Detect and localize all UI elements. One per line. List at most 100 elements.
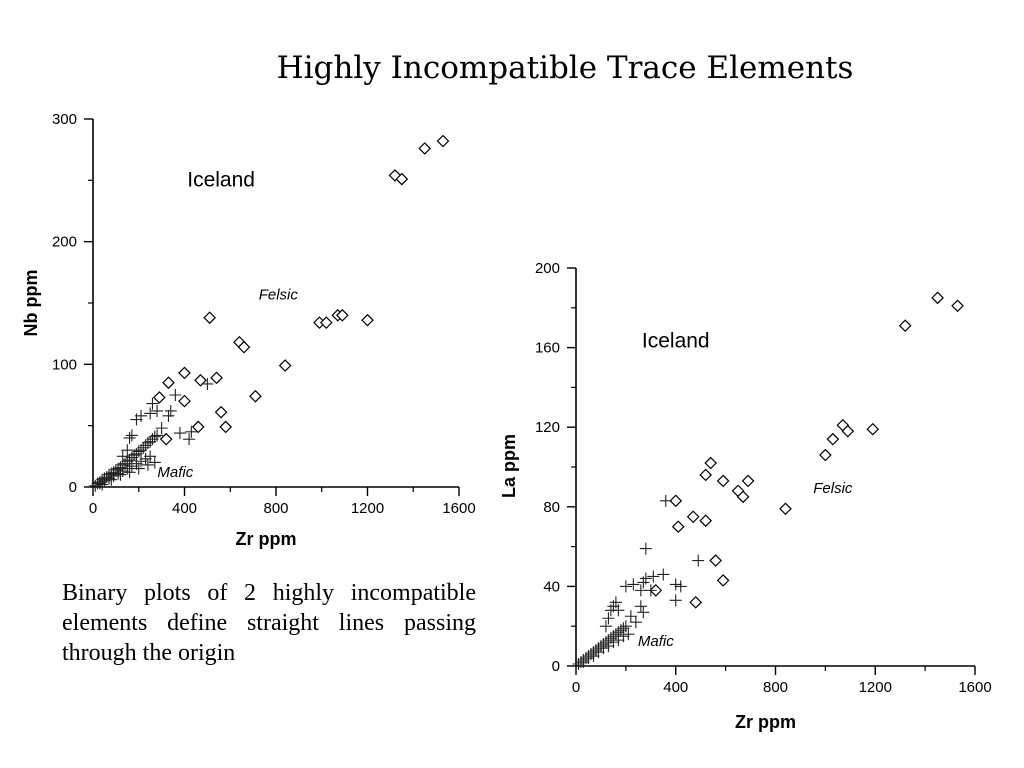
mafic-plus-point	[144, 450, 157, 463]
mafic-plus-point	[639, 542, 652, 555]
mafic-plus-point	[619, 580, 632, 593]
felsic-diamond-point	[699, 514, 713, 528]
felsic-diamond-point	[162, 376, 175, 390]
y-axis-title: Nb ppm	[21, 270, 41, 337]
felsic-diamond-point	[361, 313, 374, 327]
felsic-diamond-point	[194, 373, 207, 387]
felsic-diamond-point	[319, 316, 333, 329]
y-tick-label: 0	[69, 479, 77, 496]
mafic-plus-point	[144, 407, 157, 420]
x-axis-title: Zr ppm	[735, 712, 796, 732]
mafic-plus-point	[201, 377, 214, 390]
felsic-diamond-point	[237, 340, 251, 354]
mafic-plus-point	[622, 628, 635, 641]
felsic-diamond-point	[249, 389, 262, 403]
mafic-plus-point	[612, 604, 625, 617]
felsic-diamond-point	[826, 432, 840, 446]
mafic-plus-point	[130, 457, 143, 470]
y-tick-label: 200	[52, 234, 77, 251]
mafic-plus-point	[597, 642, 610, 655]
y-tick-label: 200	[535, 260, 560, 277]
mafic-plus-point	[619, 620, 632, 633]
felsic-diamond-point	[931, 291, 944, 305]
felsic-diamond-point	[686, 510, 700, 524]
x-tick-label: 0	[572, 679, 580, 696]
mafic-plus-point	[173, 427, 186, 440]
mafic-plus-point	[137, 441, 150, 454]
mafic-plus-point	[602, 612, 615, 625]
felsic-diamond-point	[716, 574, 730, 587]
mafic-plus-point	[105, 473, 118, 486]
mafic-plus-point	[125, 460, 138, 473]
mafic-plus-point	[123, 431, 136, 444]
x-axis-title: Zr ppm	[236, 529, 297, 549]
y-tick-label: 40	[543, 578, 560, 595]
x-tick-label: 800	[763, 679, 788, 696]
x-tick-label: 400	[172, 500, 197, 517]
felsic-diamond-point	[191, 420, 205, 434]
mafic-plus-point	[121, 444, 134, 457]
group-label: Mafic	[638, 633, 674, 650]
felsic-diamond-point	[335, 308, 349, 322]
mafic-plus-point	[141, 458, 154, 471]
y-tick-label: 160	[535, 340, 560, 357]
y-tick-label: 0	[552, 658, 560, 675]
felsic-diamond-point	[736, 490, 750, 504]
felsic-diamond-point	[395, 172, 409, 186]
y-tick-label: 80	[543, 499, 560, 516]
mafic-plus-point	[116, 450, 129, 463]
mafic-plus-point	[103, 472, 116, 485]
mafic-plus-point	[617, 630, 630, 643]
mafic-plus-point	[599, 620, 612, 633]
mafic-plus-point	[634, 600, 647, 613]
mafic-plus-point	[669, 578, 682, 591]
felsic-diamond-point	[709, 554, 722, 567]
group-label: Felsic	[813, 480, 853, 497]
felsic-diamond-point	[214, 405, 228, 419]
felsic-diamond-point	[178, 366, 191, 380]
felsic-diamond-point	[418, 142, 432, 155]
mafic-plus-point	[93, 477, 106, 490]
felsic-diamond-point	[819, 448, 832, 462]
mafic-plus-point	[637, 606, 650, 619]
y-tick-label: 300	[52, 111, 77, 128]
mafic-plus-point	[657, 568, 670, 581]
x-tick-label: 1600	[958, 679, 991, 696]
mafic-plus-point	[659, 494, 672, 507]
mafic-plus-point	[639, 572, 652, 585]
mafic-plus-point	[692, 554, 705, 567]
felsic-diamond-point	[210, 371, 223, 385]
mafic-plus-point	[169, 389, 182, 401]
mafic-plus-point	[629, 616, 642, 629]
felsic-diamond-point	[178, 394, 191, 408]
mafic-plus-point	[96, 478, 109, 491]
felsic-diamond-point	[669, 494, 683, 508]
felsic-diamond-point	[841, 424, 855, 438]
felsic-diamond-point	[866, 422, 880, 436]
x-tick-label: 0	[89, 500, 97, 517]
x-tick-label: 800	[263, 500, 288, 517]
group-label: Mafic	[157, 464, 193, 481]
y-tick-label: 100	[52, 356, 77, 373]
mafic-plus-point	[582, 652, 595, 665]
x-tick-label: 1600	[442, 500, 475, 517]
mafic-plus-point	[609, 596, 622, 609]
felsic-diamond-point	[699, 468, 713, 482]
mafic-plus-point	[135, 455, 148, 468]
felsic-diamond-point	[689, 595, 703, 609]
mafic-plus-point	[135, 409, 148, 422]
mafic-plus-point	[151, 404, 164, 417]
felsic-diamond-point	[203, 311, 217, 325]
x-tick-label: 400	[663, 679, 688, 696]
felsic-diamond-point	[716, 474, 730, 488]
x-tick-label: 1200	[859, 679, 892, 696]
x-tick-label: 1200	[351, 500, 384, 517]
mafic-plus-point	[624, 610, 637, 623]
slide-title: Highly Incompatible Trace Elements	[276, 50, 854, 86]
group-label: Felsic	[259, 286, 299, 303]
mafic-plus-point	[164, 404, 177, 417]
mafic-plus-point	[114, 468, 127, 481]
mafic-plus-point	[144, 435, 157, 448]
felsic-diamond-point	[436, 134, 450, 148]
